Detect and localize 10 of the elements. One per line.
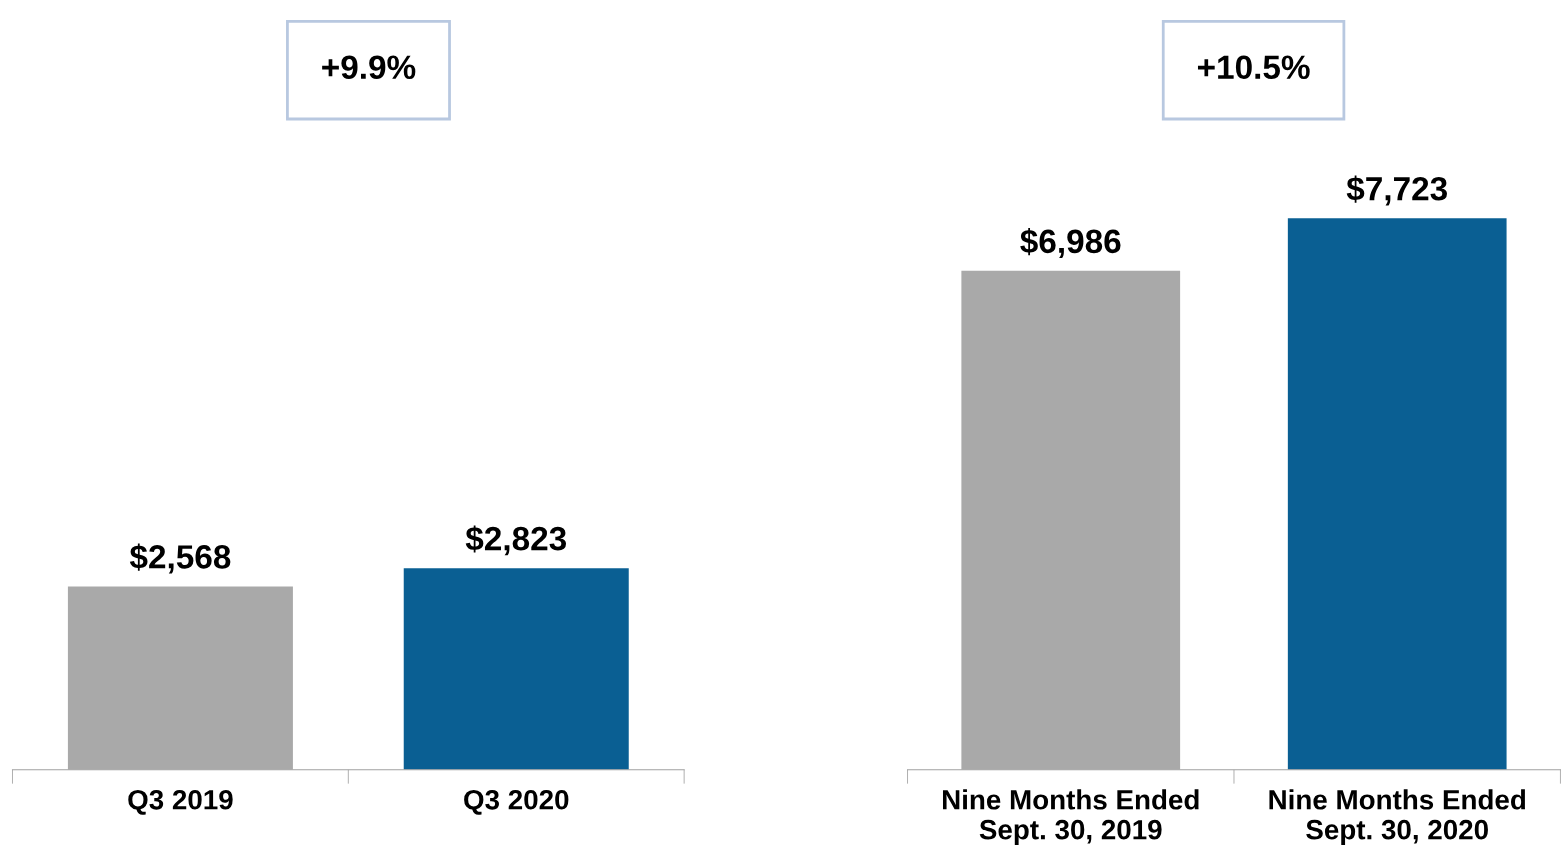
text: +10.5% <box>1197 55 1310 80</box>
x-tick-label: Nine Months Ended Sept. 30, 2019 <box>942 789 1199 846</box>
x-tick-label: Nine Months Ended Sept. 30, 2020 <box>1269 789 1526 846</box>
data-label: $2,823 <box>465 525 567 556</box>
data-label: $6,986 <box>1020 228 1121 259</box>
x-tick-label: Q3 2019 <box>128 789 233 815</box>
data-label: $2,568 <box>129 543 231 574</box>
x-tick-label: Q3 2020 <box>464 789 569 815</box>
data-label: $7,723 <box>1346 175 1447 206</box>
text: +9.9% <box>322 55 416 80</box>
